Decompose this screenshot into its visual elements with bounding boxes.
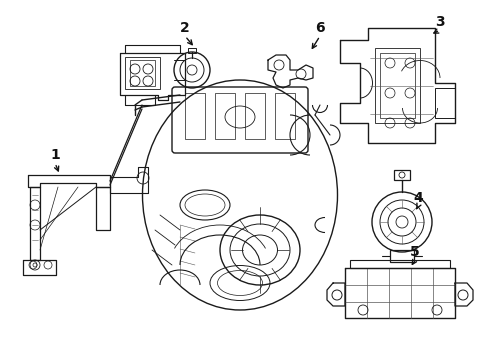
Bar xyxy=(125,57,160,89)
Text: 6: 6 xyxy=(315,21,325,35)
Bar xyxy=(350,260,450,268)
Text: 3: 3 xyxy=(435,15,445,29)
Bar xyxy=(215,93,235,139)
Bar xyxy=(245,93,265,139)
Text: 4: 4 xyxy=(413,191,423,205)
Bar xyxy=(375,48,420,123)
Bar xyxy=(394,170,410,180)
Bar xyxy=(275,93,295,139)
Bar xyxy=(185,93,205,139)
Text: 1: 1 xyxy=(50,148,60,162)
Text: 2: 2 xyxy=(180,21,190,35)
Bar xyxy=(435,88,455,118)
Bar xyxy=(390,250,414,262)
Bar xyxy=(130,60,155,86)
Text: 5: 5 xyxy=(410,245,420,259)
Bar xyxy=(188,48,196,53)
Bar xyxy=(380,53,415,118)
